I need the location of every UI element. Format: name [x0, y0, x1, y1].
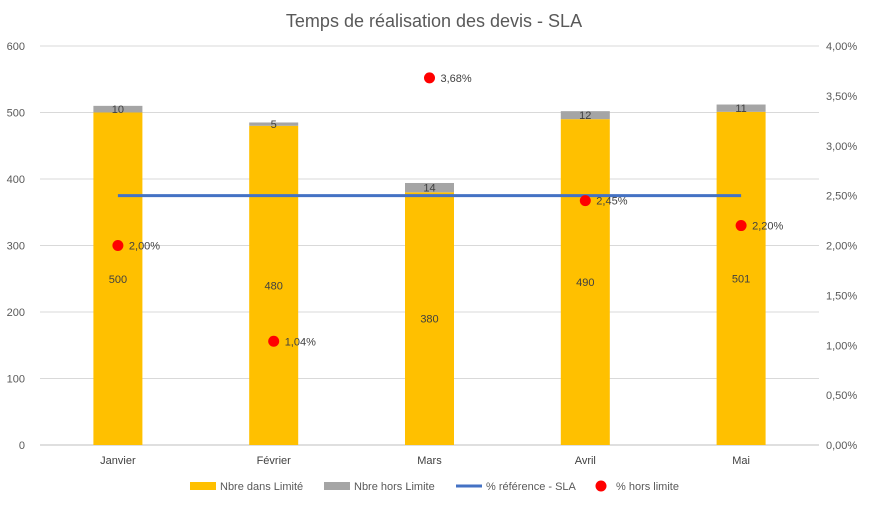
right-tick-label: 0,00%	[826, 440, 857, 452]
bar-dans-limite-label: 500	[109, 274, 127, 286]
bar-hors-limite-label: 14	[423, 183, 435, 195]
point-hors-limite-label: 2,00%	[129, 241, 160, 253]
point-hors-limite-label: 2,20%	[752, 221, 783, 233]
bar-dans-limite-label: 380	[420, 314, 438, 326]
right-tick-label: 2,50%	[826, 191, 857, 203]
category-label: Avril	[575, 455, 596, 467]
legend-label: % hors limite	[616, 481, 679, 493]
point-hors-limite	[268, 335, 280, 347]
right-tick-label: 0,50%	[826, 390, 857, 402]
bar-hors-limite-label: 5	[271, 119, 277, 131]
category-label: Mars	[417, 455, 442, 467]
legend-swatch	[324, 482, 350, 490]
bar-dans-limite-label: 490	[576, 277, 594, 289]
point-hors-limite-label: 3,68%	[441, 73, 472, 85]
bar-dans-limite	[249, 125, 299, 446]
legend-label: Nbre dans Limité	[220, 481, 303, 493]
right-tick-label: 3,00%	[826, 141, 857, 153]
bar-hors-limite	[405, 182, 454, 193]
bars: 500 10 480 5 380 14 490 12 501 11	[93, 103, 766, 446]
legend-label: % référence - SLA	[486, 481, 577, 493]
bar-dans-limite-label: 501	[732, 273, 750, 285]
bar-hors-limite-label: 11	[735, 103, 746, 115]
point-hors-limite	[579, 195, 591, 207]
bar-dans-limite	[405, 192, 454, 445]
bar-hors-limite	[249, 122, 299, 126]
bar-hors-limite-label: 10	[112, 104, 124, 116]
right-tick-label: 2,00%	[826, 241, 857, 253]
right-tick-label: 1,50%	[826, 290, 857, 302]
point-hors-limite	[112, 240, 124, 251]
point-hors-limite	[735, 220, 747, 232]
chart-title: Temps de réalisation des devis - SLA	[286, 11, 582, 31]
left-tick-label: 300	[7, 241, 25, 253]
legend-swatch	[595, 480, 607, 492]
bar-hors-limite	[93, 105, 143, 113]
category-labels: Janvier Février Mars Avril Mai	[100, 455, 750, 467]
left-tick-label: 400	[7, 174, 25, 186]
legend-label: Nbre hors Limite	[354, 481, 435, 493]
bar-hors-limite	[560, 111, 610, 120]
legend-swatch	[190, 482, 216, 490]
left-tick-label: 600	[7, 41, 25, 53]
left-tick-label: 100	[7, 374, 25, 386]
left-tick-label: 500	[7, 108, 25, 120]
scatter-points: 2,00% 1,04% 3,68% 2,45% 2,20%	[112, 72, 784, 348]
right-tick-label: 4,00%	[826, 41, 857, 53]
category-label: Mai	[732, 455, 750, 467]
left-axis: 0 100 200 300 400 500 600	[7, 41, 25, 452]
point-hors-limite	[424, 72, 435, 84]
point-hors-limite-label: 2,45%	[596, 196, 627, 208]
bar-dans-limite-label: 480	[265, 280, 283, 292]
right-axis: 0,00% 0,50% 1,00% 1,50% 2,00% 2,50% 3,00% 3,50%…	[826, 41, 857, 452]
left-tick-label: 200	[7, 307, 25, 319]
category-label: Janvier	[100, 455, 136, 467]
bar-dans-limite	[560, 119, 610, 446]
bar-dans-limite	[716, 111, 766, 446]
right-tick-label: 3,50%	[826, 91, 857, 103]
left-tick-label: 0	[19, 440, 25, 452]
bar-hors-limite-label: 12	[579, 110, 591, 122]
bar-dans-limite	[93, 112, 143, 445]
legend: Nbre dans Limité Nbre hors Limite % référe…	[190, 480, 679, 493]
point-hors-limite-label: 1,04%	[285, 336, 316, 348]
right-tick-label: 1,00%	[826, 340, 857, 352]
category-label: Février	[257, 455, 292, 467]
bar-hors-limite	[716, 104, 766, 112]
